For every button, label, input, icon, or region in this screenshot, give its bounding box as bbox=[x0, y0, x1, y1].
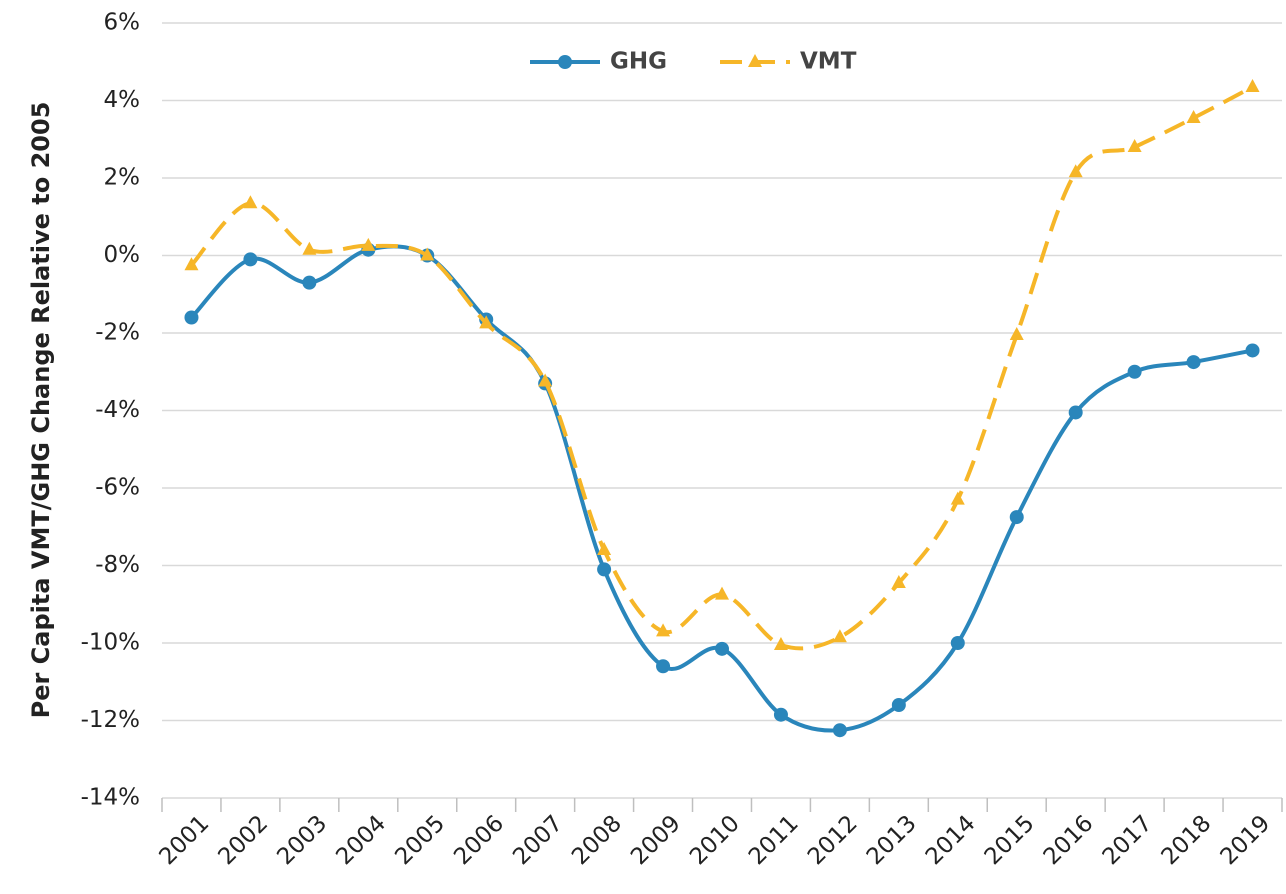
x-tick-label: 2008 bbox=[567, 810, 627, 870]
point bbox=[715, 586, 729, 600]
y-tick-label: 2% bbox=[104, 165, 141, 191]
point bbox=[773, 636, 788, 650]
point bbox=[1127, 139, 1142, 152]
point bbox=[1186, 355, 1201, 370]
y-tick-label: -4% bbox=[95, 397, 140, 423]
point bbox=[302, 275, 317, 290]
x-tick-label: 2004 bbox=[331, 810, 391, 870]
point bbox=[1009, 326, 1024, 340]
point bbox=[479, 315, 494, 329]
point bbox=[832, 629, 847, 643]
point bbox=[420, 247, 435, 261]
x-tick-label: 2009 bbox=[626, 810, 686, 870]
x-tick-label: 2012 bbox=[803, 810, 863, 870]
point bbox=[184, 257, 199, 271]
x-tick-label: 2006 bbox=[449, 810, 509, 870]
legend-marker bbox=[748, 54, 762, 67]
point bbox=[1009, 510, 1024, 525]
y-tick-label: -2% bbox=[95, 320, 140, 346]
y-tick-label: -6% bbox=[95, 475, 140, 501]
point bbox=[715, 641, 729, 656]
point bbox=[832, 723, 847, 738]
point bbox=[1245, 343, 1260, 358]
point bbox=[302, 241, 317, 255]
x-tick-label: 2005 bbox=[390, 810, 450, 870]
point bbox=[1068, 164, 1083, 178]
x-tick-label: 2018 bbox=[1157, 810, 1217, 870]
y-axis-title: Per Capita VMT/GHG Change Relative to 20… bbox=[27, 102, 55, 719]
x-tick-label: 2001 bbox=[155, 810, 215, 870]
point bbox=[243, 195, 258, 209]
legend-label: GHG bbox=[610, 49, 667, 75]
x-tick-label: 2017 bbox=[1098, 810, 1158, 870]
point bbox=[950, 636, 965, 650]
point bbox=[184, 310, 199, 325]
y-tick-label: -8% bbox=[95, 552, 140, 578]
point bbox=[773, 707, 788, 722]
x-tick-label: 2014 bbox=[921, 810, 981, 870]
y-tick-label: 0% bbox=[104, 242, 141, 268]
point bbox=[656, 659, 671, 674]
x-tick-label: 2016 bbox=[1039, 810, 1099, 870]
y-tick-label: 4% bbox=[104, 87, 141, 113]
point bbox=[361, 237, 376, 251]
x-tick-label: 2010 bbox=[685, 810, 745, 870]
y-tick-label: -10% bbox=[81, 630, 140, 656]
legend-label: VMT bbox=[800, 49, 857, 75]
y-tick-label: 6% bbox=[104, 10, 141, 36]
point bbox=[950, 491, 965, 505]
y-tick-label: -14% bbox=[81, 785, 140, 811]
point bbox=[597, 542, 612, 555]
point bbox=[1068, 405, 1083, 420]
x-tick-label: 2011 bbox=[744, 810, 804, 870]
point bbox=[597, 562, 612, 577]
x-tick-label: 2003 bbox=[272, 810, 332, 870]
point bbox=[538, 373, 553, 387]
point bbox=[1186, 109, 1201, 123]
series-line bbox=[189, 85, 1254, 651]
point bbox=[1245, 78, 1260, 92]
x-tick-label: 2015 bbox=[980, 810, 1040, 870]
y-tick-label: -12% bbox=[81, 707, 140, 733]
point bbox=[243, 252, 258, 267]
point bbox=[891, 574, 906, 588]
x-tick-label: 2002 bbox=[213, 810, 273, 870]
x-tick-label: 2013 bbox=[862, 810, 922, 870]
x-tick-label: 2007 bbox=[508, 810, 568, 870]
point bbox=[656, 623, 671, 637]
x-tick-label: 2019 bbox=[1216, 810, 1276, 870]
point bbox=[891, 698, 906, 712]
legend-marker bbox=[558, 55, 572, 69]
point bbox=[1127, 364, 1142, 379]
